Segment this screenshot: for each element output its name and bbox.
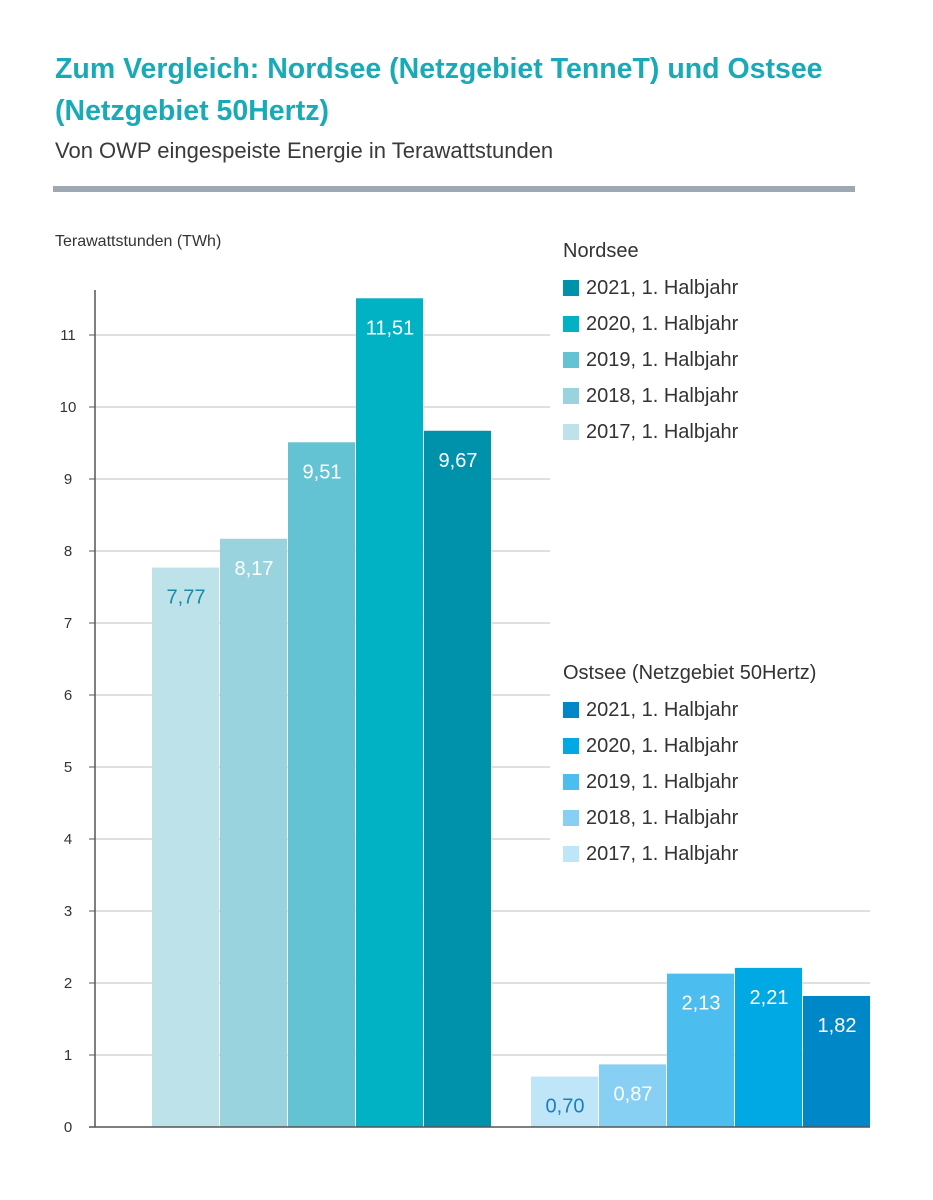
- chart-subtitle: Von OWP eingespeiste Energie in Terawatt…: [55, 138, 554, 163]
- legend-swatch: [563, 846, 579, 862]
- legend-title-nordsee: Nordsee: [563, 240, 639, 262]
- bar: [356, 298, 423, 1127]
- legend-label: 2020, 1. Halbjahr: [586, 312, 739, 335]
- legend-label: 2021, 1. Halbjahr: [586, 698, 739, 721]
- legend-item-nordsee-2019: 2019, 1. Halbjahr: [563, 342, 738, 378]
- y-tick-label: 4: [64, 831, 72, 848]
- y-tick-label: 9: [64, 471, 72, 488]
- legend-item-ostsee-2019: 2019, 1. Halbjahr: [563, 764, 816, 800]
- y-tick-label: 5: [64, 759, 72, 776]
- bar: [288, 442, 355, 1127]
- legend-swatch: [563, 424, 579, 440]
- legend-label: 2019, 1. Halbjahr: [586, 770, 739, 793]
- legend-swatch: [563, 774, 579, 790]
- bar-value-label: 11,51: [366, 317, 415, 339]
- chart-title: Zum Vergleich: Nordsee (Netzgebiet Tenne…: [55, 53, 823, 127]
- legend-label: 2020, 1. Halbjahr: [586, 734, 739, 757]
- y-tick-label: 3: [64, 903, 72, 920]
- legend-label: 2019, 1. Halbjahr: [586, 348, 739, 371]
- bar-value-label: 9,67: [439, 450, 478, 472]
- bar: [667, 973, 734, 1127]
- bar-value-label: 0,70: [546, 1096, 585, 1118]
- legend-title-ostsee: Ostsee (Netzgebiet 50Hertz): [563, 662, 817, 684]
- legend-label: 2021, 1. Halbjahr: [586, 276, 739, 299]
- legend-swatch: [563, 316, 579, 332]
- legend-item-ostsee-2017: 2017, 1. Halbjahr: [563, 836, 816, 872]
- bar-value-label: 1,82: [818, 1015, 857, 1037]
- legend-ostsee: Ostsee (Netzgebiet 50Hertz) 2021, 1. Hal…: [563, 662, 816, 872]
- bar: [735, 967, 802, 1127]
- legend-item-ostsee-2018: 2018, 1. Halbjahr: [563, 800, 816, 836]
- y-tick-label: 11: [60, 327, 76, 344]
- bar: [152, 567, 219, 1127]
- y-tick-label: 7: [64, 615, 72, 632]
- y-tick-label: 2: [64, 975, 72, 992]
- y-tick-label: 6: [64, 687, 72, 704]
- legend-item-nordsee-2018: 2018, 1. Halbjahr: [563, 378, 738, 414]
- y-tick-label: 1: [64, 1047, 72, 1064]
- legend-swatch: [563, 702, 579, 718]
- legend-swatch: [563, 388, 579, 404]
- legend-swatch: [563, 738, 579, 754]
- legend-item-ostsee-2021: 2021, 1. Halbjahr: [563, 692, 816, 728]
- bar: [599, 1064, 666, 1127]
- bar-value-label: 7,77: [167, 587, 206, 609]
- header-divider: [53, 186, 855, 192]
- y-tick-label: 10: [60, 399, 77, 416]
- bar-value-label: 2,13: [682, 993, 721, 1015]
- legend-label: 2017, 1. Halbjahr: [586, 420, 739, 443]
- legend-label: 2018, 1. Halbjahr: [586, 806, 739, 829]
- bar-value-label: 8,17: [235, 558, 274, 580]
- legend-swatch: [563, 280, 579, 296]
- legend-item-ostsee-2020: 2020, 1. Halbjahr: [563, 728, 816, 764]
- y-tick-label: 0: [64, 1119, 72, 1136]
- bar: [531, 1076, 598, 1127]
- legend-item-nordsee-2017: 2017, 1. Halbjahr: [563, 414, 738, 450]
- legend-swatch: [563, 810, 579, 826]
- bar: [803, 995, 870, 1127]
- bar-value-label: 9,51: [303, 461, 342, 483]
- y-tick-label: 8: [64, 543, 72, 560]
- legend-nordsee: Nordsee 2021, 1. Halbjahr 2020, 1. Halbj…: [563, 240, 738, 450]
- bar: [424, 430, 491, 1127]
- legend-item-nordsee-2020: 2020, 1. Halbjahr: [563, 306, 738, 342]
- bar-value-label: 0,87: [614, 1083, 653, 1105]
- legend-label: 2017, 1. Halbjahr: [586, 842, 739, 865]
- legend-swatch: [563, 352, 579, 368]
- legend-label: 2018, 1. Halbjahr: [586, 384, 739, 407]
- legend-item-nordsee-2021: 2021, 1. Halbjahr: [563, 270, 738, 306]
- bar-value-label: 2,21: [750, 987, 789, 1009]
- y-axis-label: Terawattstunden (TWh): [55, 233, 222, 250]
- bar: [220, 538, 287, 1127]
